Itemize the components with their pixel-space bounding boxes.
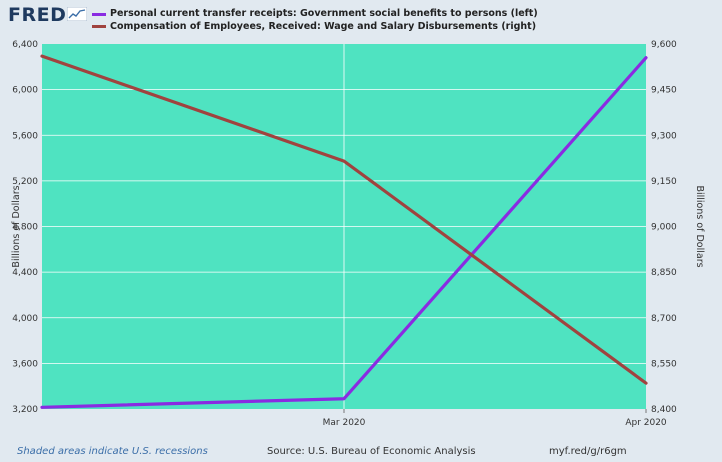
x-tick-label: Apr 2020	[625, 418, 667, 428]
left-tick-label: 5,600	[12, 131, 38, 141]
legend-swatch-wages	[92, 25, 106, 29]
left-tick-label: 3,600	[12, 359, 38, 369]
right-tick-label: 8,400	[651, 405, 677, 415]
right-tick-label: 9,300	[651, 131, 677, 141]
short-link[interactable]: myf.red/g/r6gm	[549, 446, 627, 457]
left-tick-label: 6,000	[12, 86, 38, 96]
series-line-wages	[40, 54, 648, 385]
legend-label-benefits: Personal current transfer receipts: Gove…	[110, 8, 538, 19]
right-tick-label: 8,700	[651, 314, 677, 324]
x-tick-label: Mar 2020	[323, 418, 366, 428]
left-tick-label: 3,200	[12, 405, 38, 415]
fred-logo[interactable]: FRED	[8, 4, 67, 26]
legend-swatch-benefits	[92, 12, 106, 16]
left-tick-label: 5,200	[12, 177, 38, 187]
legend-item-wages[interactable]: Compensation of Employees, Received: Wag…	[92, 21, 538, 34]
right-tick-label: 9,000	[651, 223, 677, 233]
left-axis-title: Billions of Dollars	[11, 185, 22, 267]
right-tick-label: 9,450	[651, 86, 677, 96]
legend-item-benefits[interactable]: Personal current transfer receipts: Gove…	[92, 8, 538, 21]
right-axis-title: Billions of Dollars	[694, 185, 705, 267]
left-tick-label: 4,800	[12, 223, 38, 233]
right-tick-label: 8,850	[651, 268, 677, 278]
recession-note[interactable]: Shaded areas indicate U.S. recessions	[17, 446, 208, 457]
series-line-benefits	[40, 56, 648, 409]
left-tick-label: 6,400	[12, 40, 38, 50]
right-tick-label: 9,600	[651, 40, 677, 50]
legend-label-wages: Compensation of Employees, Received: Wag…	[110, 20, 537, 32]
source-note: Source: U.S. Bureau of Economic Analysis	[267, 446, 476, 457]
chart-legend: Personal current transfer receipts: Gove…	[92, 8, 538, 33]
right-tick-label: 8,550	[651, 359, 677, 369]
left-tick-label: 4,000	[12, 314, 38, 324]
right-tick-label: 9,150	[651, 177, 677, 187]
left-tick-label: 4,400	[12, 268, 38, 278]
fred-chart-icon	[67, 7, 87, 21]
